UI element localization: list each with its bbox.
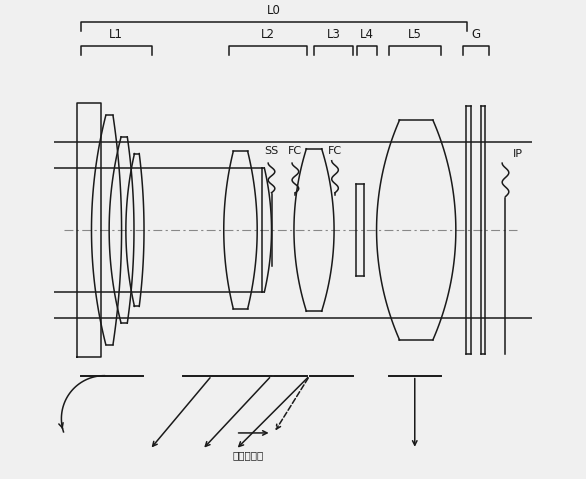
Text: G: G [471,28,480,41]
Text: SS: SS [264,146,278,156]
Text: L4: L4 [360,28,374,41]
Text: L5: L5 [408,28,422,41]
Text: L0: L0 [267,4,281,18]
Text: FC: FC [288,146,302,156]
Text: L1: L1 [110,28,123,41]
Text: IP: IP [513,148,523,159]
Text: フォーカス: フォーカス [233,450,264,460]
Text: FC: FC [328,146,342,156]
Text: L3: L3 [326,28,340,41]
Text: L2: L2 [261,28,275,41]
